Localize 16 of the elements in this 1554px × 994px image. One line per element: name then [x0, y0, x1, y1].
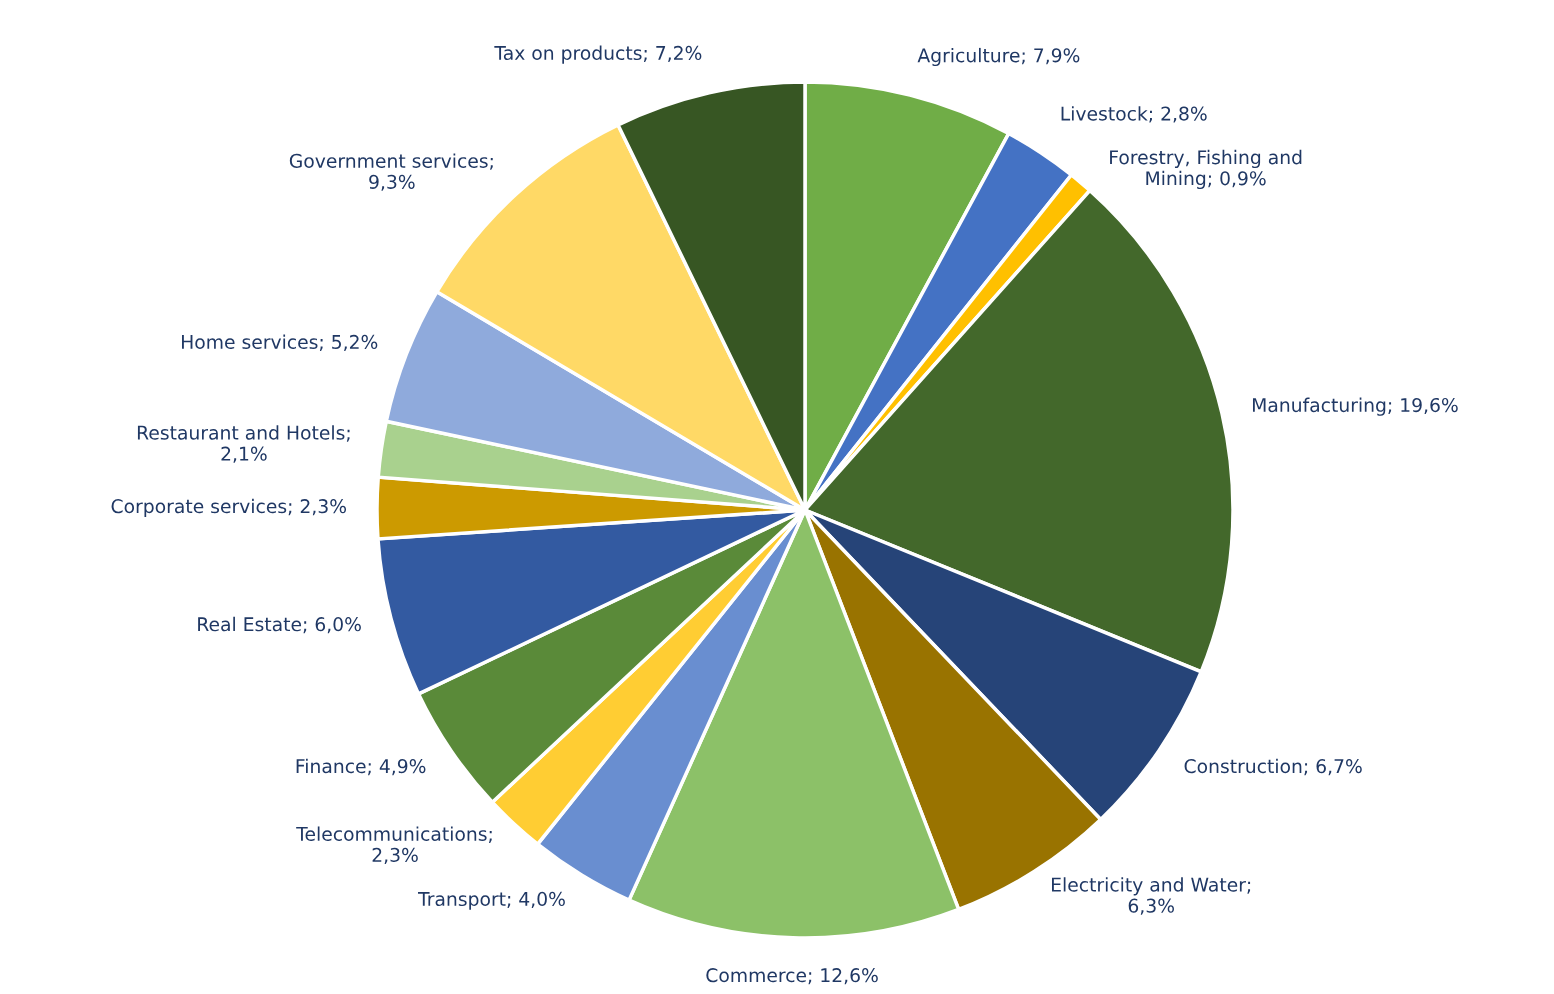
- slice-label: Home services; 5,2%: [182, 334, 378, 351]
- slice-label: Tax on products; 7,2%: [494, 45, 702, 64]
- slice-label: Real Estate; 6,0%: [198, 616, 361, 634]
- slice-label: Restaurant and Hotels; 2,1%: [137, 425, 350, 463]
- slice-label: Construction; 6,7%: [1184, 758, 1362, 776]
- slice-label: Livestock; 2,8%: [1061, 106, 1207, 123]
- slice-label: Manufacturing; 19,6%: [1253, 397, 1458, 416]
- slice-label: Forestry, Fishing and Mining; 0,9%: [1110, 149, 1302, 190]
- slice-label: Corporate services; 2,3%: [111, 498, 347, 517]
- slice-label: Electricity and Water; 6,3%: [1052, 877, 1251, 915]
- slice-label: Telecommunications; 2,3%: [296, 826, 492, 864]
- slice-label: Transport; 4,0%: [418, 891, 565, 910]
- slice-label: Finance; 4,9%: [296, 758, 426, 776]
- slice-label: Agriculture; 7,9%: [917, 47, 1080, 67]
- slice-label: Commerce; 12,6%: [706, 968, 878, 985]
- slice-label: Government services; 9,3%: [289, 153, 493, 191]
